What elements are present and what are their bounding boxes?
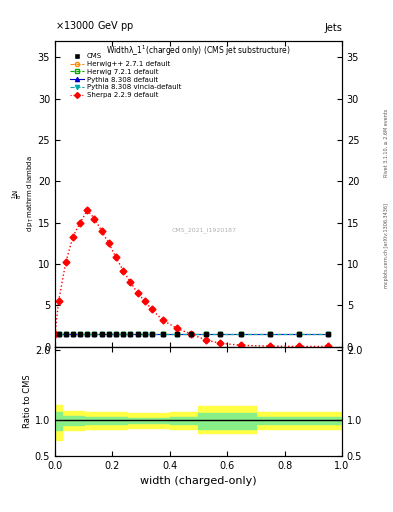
Text: mcplots.cern.ch [arXiv:1306.3436]: mcplots.cern.ch [arXiv:1306.3436]: [384, 203, 389, 288]
X-axis label: width (charged-only): width (charged-only): [140, 476, 257, 486]
Y-axis label: $\mathrm{\frac{1}{d}N}$
$\mathrm{d\,p_T\,mathrm\,d\,lambda}$: $\mathrm{\frac{1}{d}N}$ $\mathrm{d\,p_T\…: [11, 156, 36, 232]
Text: Rivet 3.1.10, ≥ 2.6M events: Rivet 3.1.10, ≥ 2.6M events: [384, 109, 389, 178]
Text: CMS_2021_I1920187: CMS_2021_I1920187: [172, 227, 237, 233]
Text: Width$\lambda\_1^1$(charged only) (CMS jet substructure): Width$\lambda\_1^1$(charged only) (CMS j…: [106, 44, 291, 58]
Text: Jets: Jets: [324, 24, 342, 33]
Y-axis label: Ratio to CMS: Ratio to CMS: [23, 374, 32, 428]
Legend: CMS, Herwig++ 2.7.1 default, Herwig 7.2.1 default, Pythia 8.308 default, Pythia : CMS, Herwig++ 2.7.1 default, Herwig 7.2.…: [67, 51, 184, 101]
Text: $\times$13000 GeV pp: $\times$13000 GeV pp: [55, 19, 134, 33]
